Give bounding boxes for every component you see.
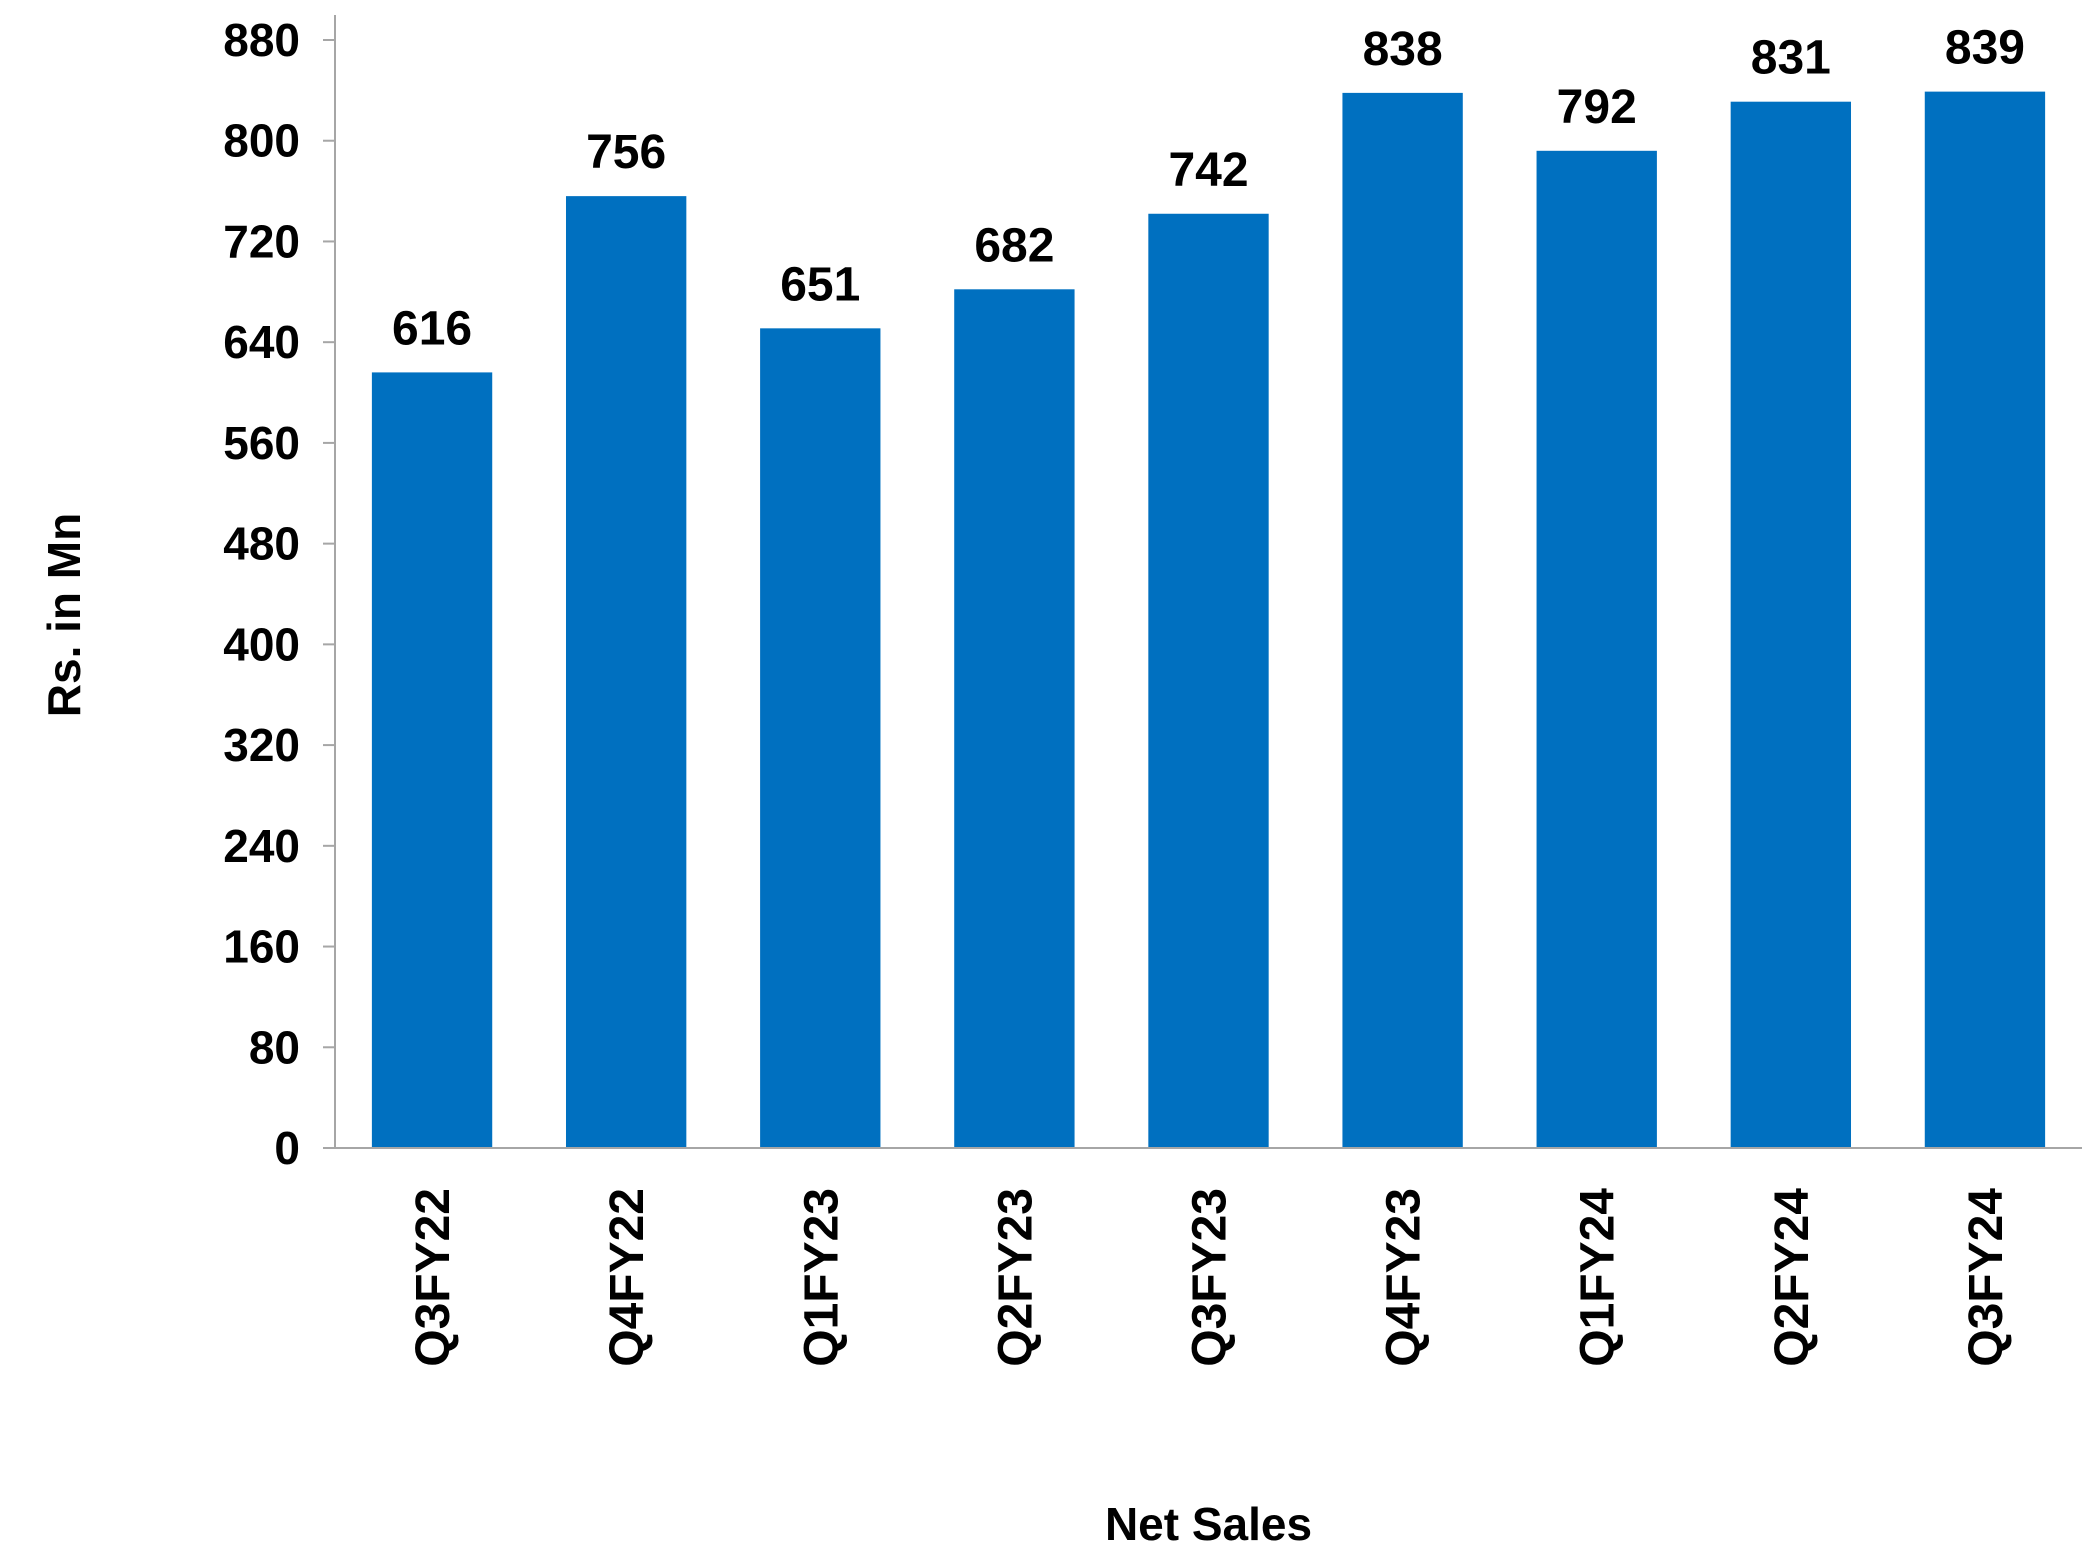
x-category-label: Q2FY23 bbox=[989, 1188, 1042, 1367]
bar-value-label: 792 bbox=[1557, 81, 1637, 134]
y-tick-label: 480 bbox=[223, 518, 300, 570]
bars-group bbox=[371, 91, 2046, 1149]
data-labels-group: 616 756 651 682 742 838 792 831 839 bbox=[392, 22, 2025, 356]
x-category-label: Q3FY23 bbox=[1184, 1188, 1237, 1367]
bar bbox=[1730, 101, 1852, 1149]
bar-value-label: 756 bbox=[586, 126, 666, 179]
x-category-label: Q3FY24 bbox=[1960, 1188, 2013, 1367]
bar bbox=[1148, 213, 1269, 1149]
bar bbox=[760, 328, 881, 1149]
y-axis-ticks: 0 80 160 240 320 400 480 560 640 720 800 880 bbox=[223, 14, 335, 1174]
x-category-label: Q3FY22 bbox=[407, 1188, 460, 1367]
bar bbox=[1536, 150, 1657, 1149]
y-tick-label: 0 bbox=[274, 1122, 300, 1174]
y-tick-label: 320 bbox=[223, 719, 300, 771]
bar-value-label: 616 bbox=[392, 302, 472, 355]
bar bbox=[565, 196, 687, 1149]
bar-value-label: 831 bbox=[1751, 32, 1831, 85]
y-tick-label: 720 bbox=[223, 215, 300, 267]
x-category-label: Q2FY24 bbox=[1766, 1188, 1819, 1367]
bar-value-label: 651 bbox=[780, 258, 860, 311]
bar-value-label: 742 bbox=[1168, 144, 1248, 197]
y-tick-label: 400 bbox=[223, 618, 300, 670]
y-tick-label: 880 bbox=[223, 14, 300, 66]
x-category-label: Q4FY22 bbox=[601, 1188, 654, 1367]
y-tick-label: 160 bbox=[223, 921, 300, 973]
bar-value-label: 839 bbox=[1945, 22, 2025, 75]
x-category-label: Q1FY24 bbox=[1572, 1188, 1625, 1367]
bar bbox=[1342, 92, 1463, 1148]
bar bbox=[954, 289, 1075, 1148]
x-category-label: Q1FY23 bbox=[795, 1188, 848, 1367]
bar-value-label: 682 bbox=[974, 219, 1054, 272]
y-tick-label: 560 bbox=[223, 417, 300, 469]
bar bbox=[371, 372, 493, 1148]
y-tick-label: 640 bbox=[223, 316, 300, 368]
bar bbox=[1924, 91, 2046, 1149]
y-tick-label: 80 bbox=[249, 1021, 300, 1073]
bar-value-label: 838 bbox=[1363, 23, 1443, 76]
x-category-label: Q4FY23 bbox=[1378, 1188, 1431, 1367]
y-tick-label: 240 bbox=[223, 820, 300, 872]
x-axis-title: Net Sales bbox=[1105, 1498, 1312, 1550]
y-tick-label: 800 bbox=[223, 115, 300, 167]
x-axis-category-labels: Q3FY22 Q4FY22 Q1FY23 Q2FY23 Q3FY23 Q4FY23 Q1FY… bbox=[407, 1188, 2013, 1367]
y-axis-title: Rs. in Mn bbox=[38, 513, 90, 717]
